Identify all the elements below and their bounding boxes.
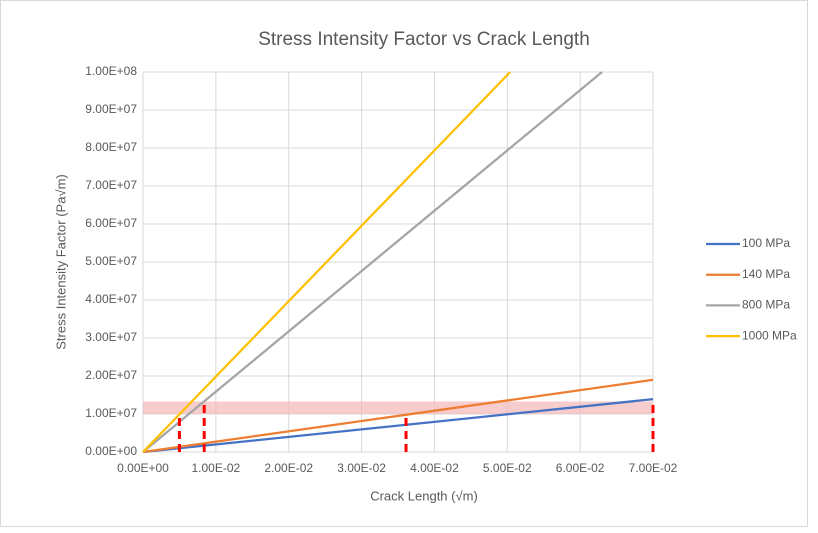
y-tick-label: 7.00E+07 <box>85 178 137 192</box>
legend-label: 1000 MPa <box>742 328 797 342</box>
y-tick-label: 2.00E+07 <box>85 368 137 382</box>
x-tick-label: 0.00E+00 <box>117 461 169 475</box>
legend-label: 100 MPa <box>742 236 790 250</box>
y-tick-label: 1.00E+08 <box>85 64 137 78</box>
y-tick-label: 4.00E+07 <box>85 292 137 306</box>
series-line <box>142 71 512 453</box>
y-tick-label: 8.00E+07 <box>85 140 137 154</box>
y-tick-label: 1.00E+07 <box>85 406 137 420</box>
x-tick-label: 1.00E-02 <box>192 461 241 475</box>
x-tick-label: 7.00E-02 <box>629 461 678 475</box>
chart-title: Stress Intensity Factor vs Crack Length <box>258 29 590 50</box>
y-tick-label: 5.00E+07 <box>85 254 137 268</box>
x-axis-label: Crack Length (√m) <box>370 488 478 503</box>
series-line <box>142 398 654 454</box>
legend-label: 140 MPa <box>742 267 790 281</box>
x-tick-label: 3.00E-02 <box>337 461 386 475</box>
band <box>143 401 653 414</box>
y-tick-label: 0.00E+00 <box>85 444 137 458</box>
x-tick-label: 2.00E-02 <box>264 461 313 475</box>
y-tick-label: 3.00E+07 <box>85 330 137 344</box>
y-axis-label: Stress Intensity Factor (Pa√m) <box>53 174 68 349</box>
x-tick-label: 6.00E-02 <box>556 461 605 475</box>
x-tick-label: 4.00E-02 <box>410 461 459 475</box>
y-tick-label: 9.00E+07 <box>85 102 137 116</box>
y-tick-label: 6.00E+07 <box>85 216 137 230</box>
series-line <box>142 71 603 453</box>
legend-label: 800 MPa <box>742 298 790 312</box>
series-line <box>142 378 654 454</box>
x-tick-label: 5.00E-02 <box>483 461 532 475</box>
chart-border <box>0 0 808 527</box>
